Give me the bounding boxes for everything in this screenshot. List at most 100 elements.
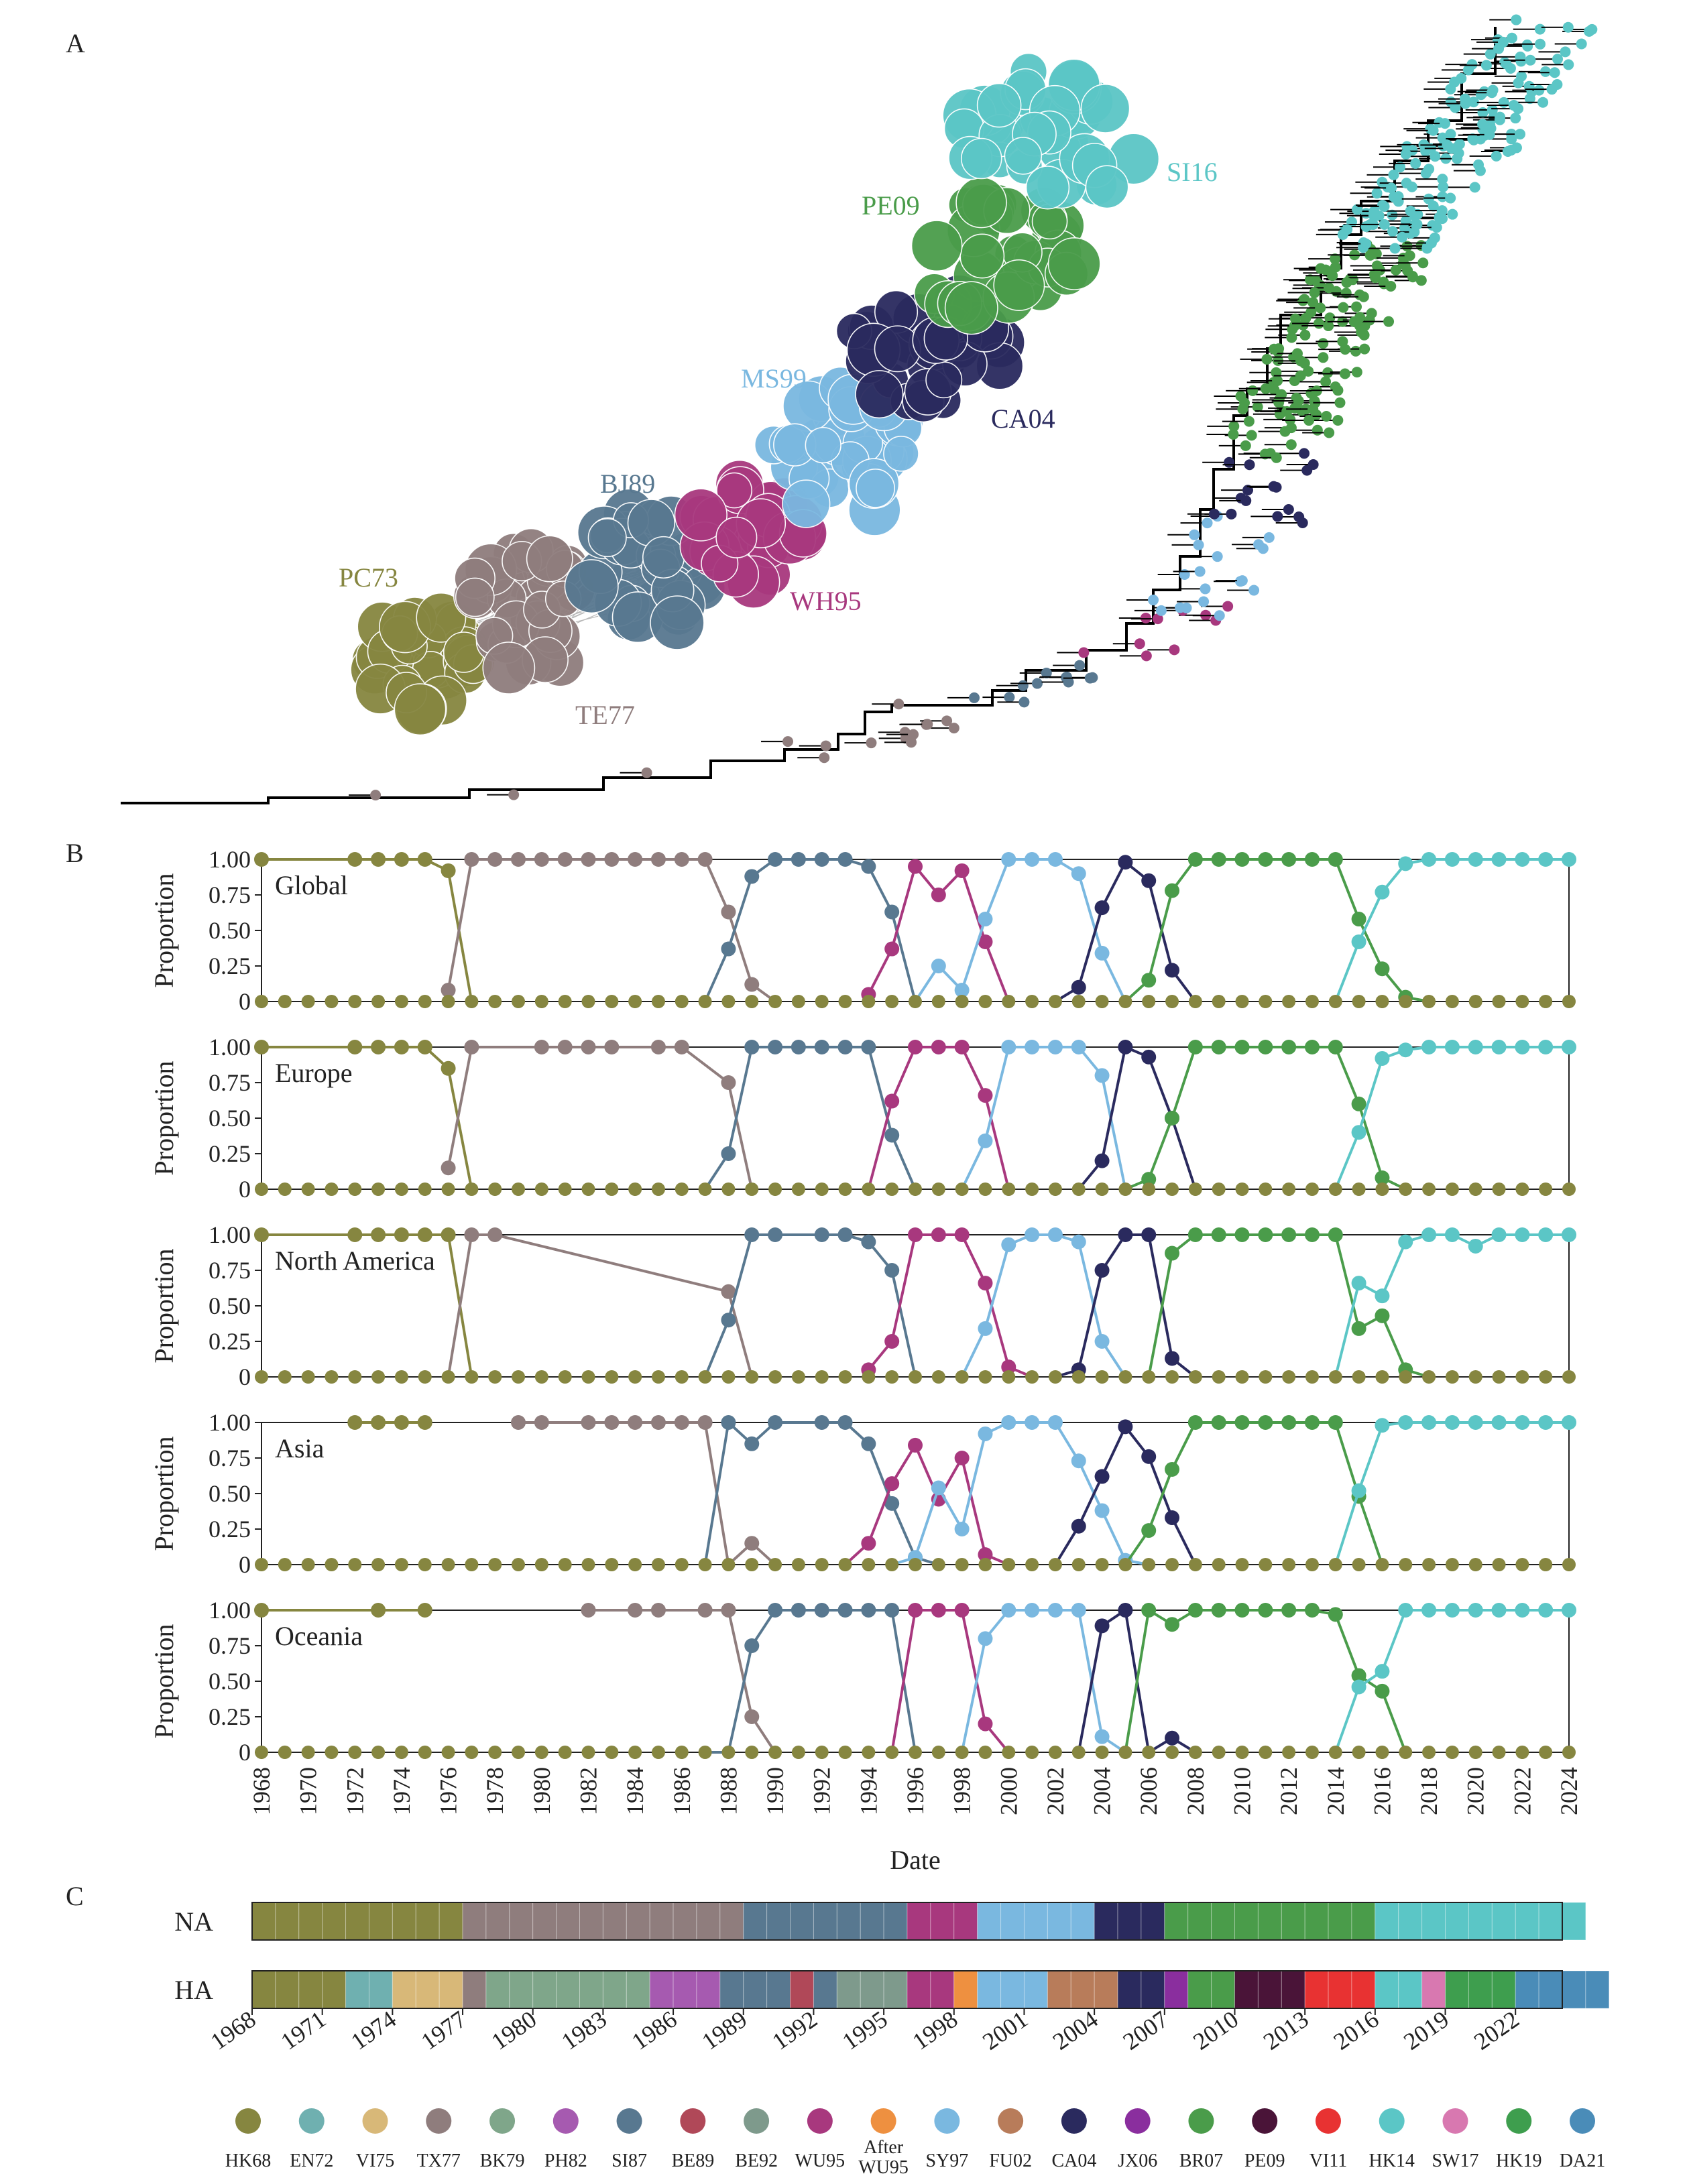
- data-point: [534, 1040, 549, 1054]
- data-point: [721, 941, 736, 957]
- tree-tip: [1341, 277, 1352, 288]
- series-hk68: [254, 1227, 473, 1378]
- series-line: [914, 858, 1127, 1003]
- timeline-frame: [251, 1902, 1563, 1941]
- map-point: [960, 137, 1002, 180]
- data-point: [1304, 1415, 1320, 1430]
- data-point: [347, 852, 363, 867]
- data-point: [1444, 852, 1460, 867]
- zero-point: [628, 1370, 642, 1384]
- tree-tip: [1515, 129, 1526, 140]
- zero-point: [558, 1558, 572, 1571]
- tree-tip: [1379, 200, 1390, 212]
- zero-point: [815, 1746, 829, 1759]
- data-point: [697, 1415, 713, 1430]
- legend-item-pe09: PE09: [1244, 2108, 1285, 2171]
- tree-tip: [1309, 287, 1320, 298]
- zero-point: [255, 995, 268, 1008]
- y-axis-title: Proportion: [149, 1060, 179, 1175]
- zero-point: [1515, 1746, 1529, 1759]
- data-point: [1001, 1359, 1016, 1375]
- tree-tip: [906, 737, 917, 748]
- timeline-cell: [1491, 1970, 1516, 2009]
- tree-tip: [893, 699, 905, 710]
- zero-point: [325, 1558, 339, 1571]
- timeline-cell: [1328, 1970, 1352, 2009]
- data-point: [721, 904, 736, 920]
- zero-point: [815, 1182, 829, 1196]
- tree-tip: [1269, 343, 1280, 355]
- series-hk14: [1334, 1415, 1576, 1565]
- tips-si87: [947, 660, 1098, 708]
- timeline-cell: [1351, 1902, 1376, 1941]
- data-point: [768, 1603, 783, 1618]
- region-label: Oceania: [275, 1621, 363, 1651]
- timeline-cell: [1445, 1970, 1469, 2009]
- data-point: [511, 852, 526, 867]
- tree-tip: [1445, 83, 1456, 95]
- zero-point: [931, 1558, 945, 1571]
- legend-label: BK79: [480, 2150, 525, 2171]
- data-point: [791, 1040, 806, 1054]
- tree-tip: [1368, 210, 1379, 221]
- zero-point: [721, 1370, 736, 1384]
- tree-tip: [1261, 353, 1273, 365]
- zero-point: [815, 1370, 829, 1384]
- zero-point: [978, 1370, 992, 1384]
- data-point: [1375, 1288, 1390, 1304]
- data-point: [978, 912, 993, 927]
- timeline-cell: [1187, 1970, 1212, 2009]
- x-tick-label: 1984: [622, 1767, 648, 1815]
- tree-tip: [1351, 367, 1362, 378]
- legend-label: FU02: [989, 2150, 1032, 2171]
- zero-point: [534, 1746, 548, 1759]
- data-point: [1094, 1153, 1110, 1168]
- data-point: [1071, 979, 1086, 995]
- legend-swatch: [744, 2108, 770, 2134]
- data-point: [441, 863, 456, 878]
- timeline-cell: [743, 1970, 768, 2009]
- data-point: [581, 852, 596, 867]
- zero-point: [1048, 1558, 1062, 1571]
- x-tick-label: 1978: [481, 1767, 508, 1815]
- zero-point: [348, 1746, 362, 1759]
- zero-point: [1468, 1182, 1482, 1196]
- legend-item-sy97: SY97: [925, 2108, 968, 2171]
- zero-point: [909, 1558, 922, 1571]
- tree-tip: [1584, 25, 1595, 37]
- data-point: [1211, 852, 1226, 867]
- zero-point: [488, 1746, 502, 1759]
- data-point: [1562, 1227, 1576, 1242]
- zero-point: [651, 995, 665, 1008]
- y-tick-label: 1.00: [209, 1409, 251, 1436]
- tree-tip: [1480, 60, 1492, 71]
- zero-point: [815, 995, 829, 1008]
- tree-tip: [1506, 133, 1517, 145]
- row-label-na: NA: [174, 1906, 213, 1937]
- data-point: [1234, 852, 1250, 867]
- legend-swatch: [1379, 2108, 1405, 2134]
- zero-point: [909, 995, 922, 1008]
- zero-point: [1071, 1370, 1086, 1384]
- zero-point: [558, 1182, 572, 1196]
- series-hk68: [254, 852, 473, 1002]
- tree-tip: [1018, 696, 1030, 708]
- zero-point: [1305, 1370, 1319, 1384]
- x-tick-label: 1996: [902, 1767, 929, 1815]
- timeline-cell: [907, 1970, 931, 2009]
- zero-point: [301, 995, 315, 1008]
- y-tick-label: 0.50: [209, 1480, 251, 1507]
- zero-point: [745, 1182, 759, 1196]
- data-point: [1118, 1040, 1133, 1054]
- data-point: [931, 1480, 946, 1496]
- series-wu95: [861, 1227, 1033, 1378]
- data-point: [1351, 912, 1366, 927]
- timeline-cell: [1421, 1902, 1446, 1941]
- series-sy97: [891, 1415, 1149, 1568]
- zero-point: [1282, 1558, 1296, 1571]
- timeline-cell: [509, 1970, 534, 2009]
- zero-point: [1188, 1182, 1202, 1196]
- zero-point: [465, 995, 479, 1008]
- chart-global: 0 0.25 0.50 0.75 1.00 Proportion Global: [149, 846, 1576, 1015]
- tree-tip: [1477, 107, 1489, 118]
